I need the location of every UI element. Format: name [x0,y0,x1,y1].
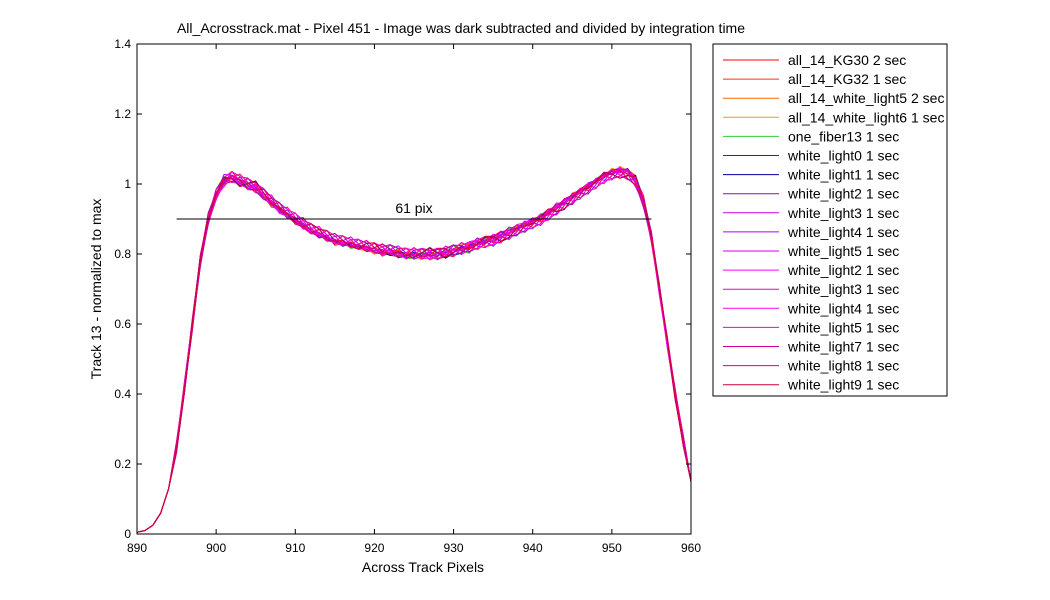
chart-title: All_Acrosstrack.mat - Pixel 451 - Image … [177,20,745,36]
x-tick-label: 910 [285,541,305,555]
legend-label: white_light3 1 sec [787,281,899,297]
y-tick-label: 1.4 [114,37,131,51]
tick-layer: 890 900 910 920 930 940 950 960 0 0.2 0.4 0.6 0.8 1 1.… [114,37,701,555]
legend-label: all_14_KG30 2 sec [788,52,906,68]
x-tick-label: 900 [206,541,226,555]
legend-label: white_light4 1 sec [787,300,899,316]
legend-label: all_14_KG32 1 sec [788,71,906,87]
legend-label: white_light7 1 sec [787,339,899,355]
x-tick-label: 950 [602,541,622,555]
series-line [136,168,692,533]
legend-label: white_light8 1 sec [787,358,899,374]
legend-label: white_light5 1 sec [787,243,899,259]
x-tick-label: 930 [444,541,464,555]
plot-frame [136,43,692,535]
plot-area [137,44,691,534]
legend-label: white_light2 1 sec [787,186,899,202]
series-line [136,167,692,533]
legend-label: white_light9 1 sec [787,377,899,393]
legend: all_14_KG30 2 sec all_14_KG32 1 sec all_14… [712,43,948,397]
legend-label: white_light4 1 sec [787,224,899,240]
x-tick-label: 920 [364,541,384,555]
y-tick-label: 1.2 [114,107,131,121]
y-tick-label: 0 [124,527,131,541]
x-tick-label: 890 [127,541,147,555]
legend-label: white_light2 1 sec [787,262,899,278]
x-axis-label: Across Track Pixels [362,559,484,575]
y-tick-label: 0.4 [114,387,131,401]
annotation-layer: 61 pix [176,200,652,220]
y-tick-label: 0.8 [114,247,131,261]
legend-label: white_light5 1 sec [787,319,899,335]
legend-label: white_light0 1 sec [787,148,899,164]
y-axis-label: Track 13 - normalized to max [88,199,104,380]
annotation-text: 61 pix [395,200,432,216]
y-tick-label: 1 [124,177,131,191]
legend-box [712,43,948,397]
x-tick-label: 940 [523,541,543,555]
y-tick-label: 0.2 [114,457,131,471]
x-tick-label: 960 [681,541,701,555]
legend-label: all_14_white_light6 1 sec [788,109,944,125]
legend-label: white_light1 1 sec [787,167,899,183]
legend-label: white_light3 1 sec [787,205,899,221]
y-tick-label: 0.6 [114,317,131,331]
legend-label: all_14_white_light5 2 sec [788,90,944,106]
legend-label: one_fiber13 1 sec [788,128,899,144]
series-line [136,169,692,533]
series-layer [136,165,692,533]
series-line [136,171,692,533]
